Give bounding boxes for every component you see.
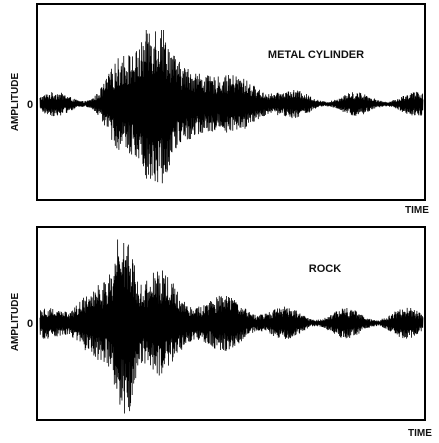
chart-rock: ROCK 0 AMPLITUDE TIME <box>10 226 432 439</box>
zero-tick-label: 0 <box>27 99 33 111</box>
chart-metal-cylinder: METAL CYLINDER 0 AMPLITUDE TIME <box>10 3 429 216</box>
x-axis-label: TIME <box>408 428 432 439</box>
waveform-series <box>39 239 424 414</box>
panel-label: ROCK <box>309 263 341 275</box>
y-axis-label: AMPLITUDE <box>10 293 21 352</box>
plot-frame <box>36 226 426 421</box>
zero-tick-label: 0 <box>27 318 33 330</box>
plot-frame <box>36 3 426 201</box>
waveform-series <box>39 29 424 184</box>
x-axis-label: TIME <box>405 205 429 216</box>
panel-label: METAL CYLINDER <box>268 49 364 61</box>
y-axis-label: AMPLITUDE <box>10 73 21 132</box>
